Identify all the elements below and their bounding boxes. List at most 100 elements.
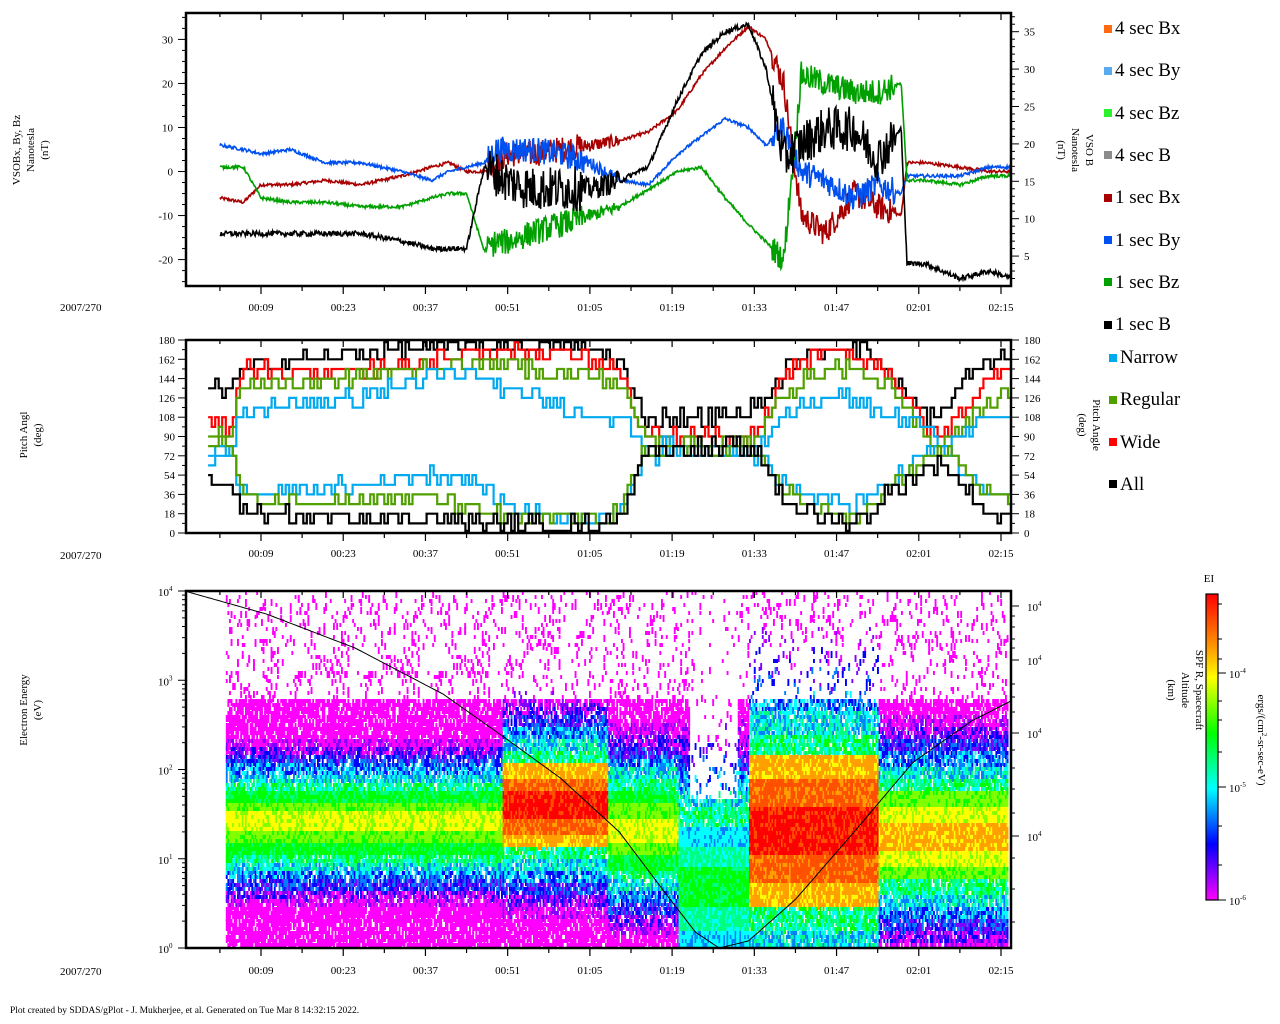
spectrogram-cell xyxy=(264,735,266,739)
spectrogram-cell xyxy=(315,671,317,675)
axis-title: Pitch Angl (deg) xyxy=(18,412,44,459)
spectrogram-cell xyxy=(295,907,297,914)
spectrogram-cell xyxy=(319,863,321,867)
spectrogram-cell xyxy=(335,655,337,659)
y-tick-label: 180 xyxy=(159,335,176,347)
spectrogram-cell xyxy=(271,887,273,891)
x-tick-label: 01:19 xyxy=(660,548,686,560)
spectrogram-cell xyxy=(235,919,237,923)
spectrogram-cell xyxy=(237,663,239,667)
spectrogram-cell xyxy=(343,619,345,623)
spectrogram-cell xyxy=(290,607,292,614)
spectrogram-cell xyxy=(293,679,295,683)
spectrogram-cell xyxy=(311,655,313,659)
x-tick-label: 01:05 xyxy=(577,548,603,560)
spectrogram-cell xyxy=(237,639,239,646)
spectrogram-cell xyxy=(277,767,279,771)
spectrogram-cell xyxy=(234,707,236,711)
spectrogram-cell xyxy=(235,739,237,743)
spectrogram-cell xyxy=(229,619,231,623)
spectrogram-cell xyxy=(271,667,273,674)
spectrogram-cell xyxy=(339,895,341,899)
spectrogram-cell xyxy=(242,655,244,659)
spectrogram-cell xyxy=(237,907,239,911)
spectrogram-cell xyxy=(245,879,247,883)
spectrogram-cell xyxy=(253,667,255,671)
spectrogram-cell xyxy=(232,887,234,891)
spectrogram-cell xyxy=(349,611,351,615)
spectrogram-cell xyxy=(251,927,253,931)
spectrogram-cell xyxy=(247,687,249,691)
spectrogram-cell xyxy=(285,699,287,703)
spectrogram-cell xyxy=(325,607,327,611)
spectrogram-cell xyxy=(247,727,249,731)
spectrogram-cell xyxy=(266,779,268,783)
spectrogram-cell xyxy=(347,655,349,662)
spectrogram-cell xyxy=(285,931,287,935)
spectrogram-cell xyxy=(290,743,292,747)
spectrogram-cell xyxy=(325,927,327,931)
spectrogram-cell xyxy=(295,771,297,775)
spectrogram-cell xyxy=(285,643,287,647)
spectrogram-cell xyxy=(239,715,241,719)
spectrogram-cell xyxy=(341,667,343,674)
y-tick-label-right: 54 xyxy=(1024,470,1036,482)
spectrogram-cell xyxy=(267,615,269,622)
y-tick-label: -10 xyxy=(158,211,173,223)
spectrogram-cell xyxy=(266,687,268,691)
spectrogram-cell xyxy=(314,763,316,767)
spectrogram-cell xyxy=(346,887,348,891)
spectrogram-cells xyxy=(179,591,1013,954)
spectrogram-cell xyxy=(336,767,338,771)
spectrogram-cell xyxy=(250,779,252,783)
spectrogram-cell xyxy=(280,607,282,614)
axis-title-line: (nT) xyxy=(39,140,51,160)
spectrogram-cell xyxy=(349,703,351,707)
spectrogram-cell xyxy=(307,647,309,654)
spectrogram-cell xyxy=(312,663,314,670)
spectrogram-cell xyxy=(338,647,340,651)
spectrogram-cell xyxy=(271,619,273,623)
axis-title: VSOBx, By, Bz Nanotesla (nT) xyxy=(11,115,51,185)
spectrogram-cell xyxy=(242,635,244,639)
spectrogram-cell xyxy=(346,867,348,871)
spectrogram-cell xyxy=(336,883,338,887)
spectrogram-cell xyxy=(333,647,335,654)
spectrogram-cell xyxy=(261,619,263,626)
spectrogram-cell xyxy=(352,603,354,607)
spectrogram-cell xyxy=(314,599,316,603)
spectrogram-cell xyxy=(304,939,306,943)
spectrogram-cell xyxy=(227,703,229,707)
spectrogram-cell xyxy=(333,671,335,678)
spectrogram-cell xyxy=(315,663,317,670)
spectrogram-cell xyxy=(320,659,322,663)
spectrogram-cell xyxy=(226,595,228,602)
spectrogram-cell xyxy=(266,935,268,939)
spectrogram-cell xyxy=(243,719,245,723)
spectrogram-cell xyxy=(333,623,335,630)
spectrogram-cell xyxy=(341,651,343,658)
axis-title-line: Nanotesla xyxy=(1069,128,1081,172)
spectrogram-cell xyxy=(338,707,340,711)
spectrogram-cell xyxy=(298,755,300,759)
spectrogram-cell xyxy=(237,735,239,739)
spectrogram-cell xyxy=(287,903,289,907)
spectrogram-cell xyxy=(275,883,277,887)
spectrogram-cell xyxy=(240,623,242,627)
spectrogram-cell xyxy=(285,623,287,627)
spectrogram-cell xyxy=(304,715,306,719)
spectrogram-cell xyxy=(231,611,233,618)
spectrogram-cell xyxy=(266,639,268,646)
y-tick-label: 10 xyxy=(162,122,174,134)
y-tick-label: 90 xyxy=(164,432,176,444)
spectrogram-cell xyxy=(291,723,293,727)
spectrogram-cell xyxy=(226,771,228,775)
spectrogram-cell xyxy=(331,679,333,686)
axis-title-line: VSO B xyxy=(1083,134,1095,166)
spectrogram-cell xyxy=(253,919,255,926)
spectrogram-cell xyxy=(245,599,247,603)
spectrogram-cell xyxy=(335,923,337,927)
spectrogram-cell xyxy=(323,719,325,723)
spectrogram-cell xyxy=(299,679,301,686)
spectrogram-cell xyxy=(269,927,271,931)
